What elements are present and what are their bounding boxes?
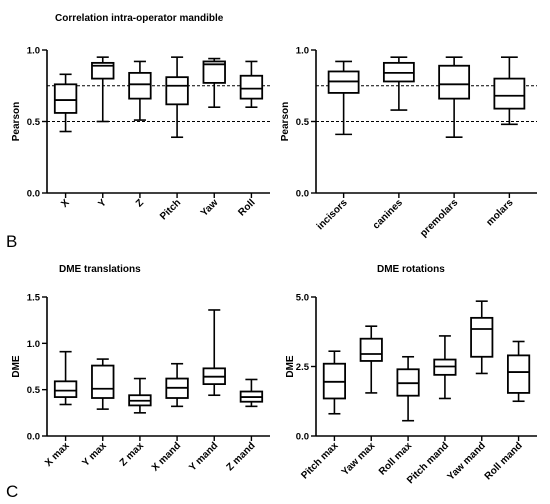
y-axis-label: Pearson (11, 102, 22, 141)
x-tick-label: Z (134, 197, 146, 209)
x-tick-label: Pitch (158, 197, 183, 222)
box-iqr (165, 76, 189, 106)
box-iqr (128, 71, 152, 100)
x-tick-label: Yaw mand (446, 440, 488, 482)
box-iqr (359, 337, 383, 362)
box-iqr (202, 60, 226, 84)
chart-title: DME rotations (377, 264, 445, 275)
box-iqr (91, 364, 115, 399)
box-iqr (53, 83, 78, 114)
box-iqr (470, 316, 494, 358)
y-tick-label: 0.0 (296, 189, 309, 200)
x-tick-label: Roll max (377, 440, 415, 478)
x-tick-label: incisors (315, 197, 350, 232)
x-tick-label: X (59, 197, 72, 210)
chart-title: DME translations (59, 264, 141, 275)
box-iqr (493, 77, 526, 110)
x-tick-label: Pitch max (299, 440, 340, 481)
box-iqr (239, 74, 264, 100)
chart-title: Correlation intra-operator mandible (55, 13, 224, 24)
chart-bl: DME translations DME 0.0 0.5 1.0 1.5 X max Y ma… (11, 264, 270, 474)
panel-letter-b: B (6, 232, 17, 251)
x-tick-label: Z mand (225, 440, 258, 473)
y-tick-label: 1.0 (296, 46, 309, 57)
y-axis-label: DME (285, 355, 296, 378)
y-tick-label: 0.0 (296, 432, 309, 443)
x-tick-label: Y mand (187, 440, 220, 473)
y-axis-label: DME (11, 355, 22, 378)
y-tick-label: 0.0 (27, 432, 40, 443)
y-tick-label: 2.5 (296, 362, 310, 373)
x-tick-label: Roll mand (483, 440, 525, 482)
x-tick-label: Roll (236, 197, 257, 218)
y-tick-label: 1.0 (27, 339, 40, 350)
x-tick-label: Yaw (199, 197, 221, 219)
y-tick-label: 0.5 (27, 385, 41, 396)
chart-tr: Pearson 0.0 0.5 1.0 incisors canines premolars… (280, 46, 537, 239)
x-tick-label: canines (371, 197, 405, 231)
y-tick-label: 0.0 (27, 189, 40, 200)
box-iqr (438, 64, 471, 100)
x-tick-label: Z max (118, 440, 147, 469)
x-tick-label: Yaw max (340, 440, 378, 478)
x-tick-label: X max (43, 440, 72, 469)
chart-tl: Correlation intra-operator mandible Pears… (11, 13, 270, 222)
x-tick-label: X mand (150, 440, 183, 473)
x-tick-label: Y (96, 197, 109, 210)
box-iqr (507, 354, 531, 394)
y-tick-label: 0.5 (296, 117, 310, 128)
y-tick-label: 5.0 (296, 293, 309, 304)
y-axis-label: Pearson (280, 102, 291, 141)
panel-letter-c: C (6, 482, 18, 501)
box-iqr (53, 380, 78, 398)
y-tick-label: 1.0 (27, 46, 40, 57)
y-tick-label: 1.5 (27, 293, 41, 304)
y-tick-label: 0.5 (27, 117, 41, 128)
x-tick-label: Y max (80, 440, 109, 469)
x-tick-label: molars (485, 197, 516, 228)
box-iqr (91, 61, 115, 80)
x-tick-label: premolars (418, 197, 460, 239)
